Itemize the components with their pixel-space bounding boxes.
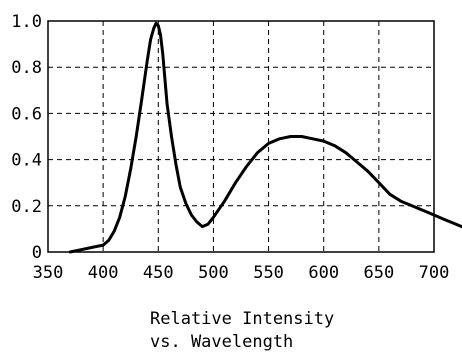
y-axis-ticks: 0 0.2 0.4 0.6 0.8 1.0	[11, 12, 42, 263]
caption-line-2: vs. Wavelength	[150, 332, 293, 352]
y-tick-label: 0.6	[11, 104, 42, 124]
x-tick-label: 350	[33, 263, 64, 283]
caption-line-1: Relative Intensity	[150, 309, 334, 329]
x-tick-label: 400	[88, 263, 119, 283]
y-tick-label: 0.4	[11, 151, 42, 171]
y-tick-label: 1.0	[11, 12, 42, 32]
x-tick-label: 700	[419, 263, 450, 283]
x-tick-label: 500	[198, 263, 229, 283]
x-tick-label: 650	[363, 263, 394, 283]
y-tick-label: 0	[32, 243, 42, 263]
x-axis-ticks: 350 400 450 500 550 600 650 700	[33, 263, 450, 283]
series-line	[68, 21, 462, 254]
x-tick-label: 450	[143, 263, 174, 283]
x-tick-label: 550	[253, 263, 284, 283]
y-tick-label: 0.8	[11, 58, 42, 78]
plot-frame	[47, 20, 435, 253]
y-tick-label: 0.2	[11, 197, 42, 217]
x-tick-label: 600	[308, 263, 339, 283]
grid	[48, 21, 434, 252]
